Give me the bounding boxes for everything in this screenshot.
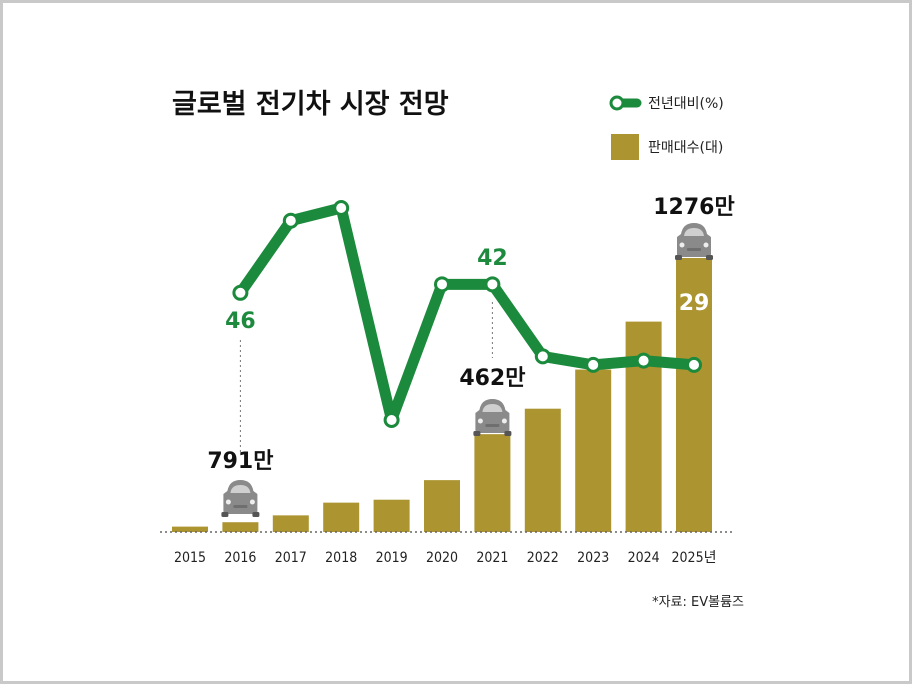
car-windshield bbox=[684, 228, 704, 236]
sales-label-2016: 791만 bbox=[207, 449, 273, 474]
legend-line-swatch bbox=[609, 95, 642, 111]
line-point bbox=[585, 356, 602, 373]
legend-bar-swatch bbox=[611, 134, 639, 160]
legend-label-bar: 판매대수(대) bbox=[648, 140, 723, 156]
x-tick-label: 2025년 bbox=[672, 550, 717, 566]
growth-label-2025년: 29 bbox=[679, 291, 710, 316]
car-windshield bbox=[230, 485, 251, 493]
line-point bbox=[534, 348, 551, 365]
bar-2025년 bbox=[676, 258, 712, 532]
line-point bbox=[484, 276, 501, 293]
x-tick-label: 2023 bbox=[577, 550, 609, 566]
legend-label-line: 전년대비(%) bbox=[648, 96, 724, 112]
bar-2023 bbox=[575, 369, 612, 532]
car-grille bbox=[687, 248, 701, 251]
sales-label-2021: 462만 bbox=[459, 366, 525, 391]
car-wheel bbox=[252, 512, 260, 517]
car-body bbox=[677, 223, 711, 257]
bar-2015 bbox=[172, 526, 208, 532]
chart-title: 글로벌 전기차 시장 전망 bbox=[172, 89, 449, 120]
line-point bbox=[635, 352, 652, 369]
line-point bbox=[383, 412, 400, 428]
car-wheel bbox=[675, 255, 682, 260]
bar-2016 bbox=[222, 522, 259, 532]
car-headlight bbox=[249, 499, 255, 505]
legend: 전년대비(%) 판매대수(대) bbox=[609, 95, 724, 160]
x-tick-label: 2020 bbox=[426, 550, 458, 566]
car-grille bbox=[233, 505, 248, 508]
car-wheel bbox=[706, 255, 713, 260]
x-tick-label: 2015 bbox=[174, 550, 206, 566]
bar-2021 bbox=[474, 434, 511, 532]
line-point bbox=[333, 200, 350, 216]
car-wheel bbox=[221, 512, 229, 517]
line-point bbox=[434, 276, 450, 293]
car-wheel bbox=[473, 431, 481, 436]
x-tick-label: 2016 bbox=[224, 550, 256, 566]
x-tick-label: 2022 bbox=[527, 550, 559, 566]
growth-label-2016: 46 bbox=[225, 309, 256, 334]
bar-2022 bbox=[524, 408, 561, 532]
car-icon bbox=[221, 480, 260, 517]
car-grille bbox=[485, 424, 500, 427]
x-tick-label: 2021 bbox=[476, 550, 508, 566]
x-tick-label: 2019 bbox=[376, 550, 408, 566]
growth-label-2021: 42 bbox=[477, 246, 508, 271]
car-headlight bbox=[703, 242, 709, 248]
car-body bbox=[223, 480, 258, 514]
car-wheel bbox=[504, 431, 512, 436]
growth-line bbox=[234, 202, 700, 426]
car-body bbox=[475, 399, 510, 433]
car-icon bbox=[675, 223, 713, 260]
x-tick-label: 2024 bbox=[628, 550, 660, 566]
sales-label-2025년: 1276만 bbox=[653, 195, 734, 220]
car-windshield bbox=[482, 404, 503, 412]
source-note: *자료: EV볼륨즈 bbox=[652, 595, 744, 610]
car-headlight bbox=[225, 499, 231, 505]
bar-2017 bbox=[272, 515, 309, 532]
bar-2018 bbox=[323, 502, 360, 532]
car-icon bbox=[473, 399, 512, 436]
line-point bbox=[282, 212, 299, 229]
car-headlight bbox=[679, 242, 685, 248]
x-tick-label: 2018 bbox=[325, 550, 357, 566]
bar-2020 bbox=[424, 480, 460, 532]
line-point bbox=[232, 284, 249, 301]
car-headlight bbox=[477, 418, 483, 424]
bar-2019 bbox=[373, 499, 410, 532]
x-tick-label: 2017 bbox=[275, 550, 307, 566]
car-headlight bbox=[501, 418, 507, 424]
line-point bbox=[686, 356, 702, 373]
